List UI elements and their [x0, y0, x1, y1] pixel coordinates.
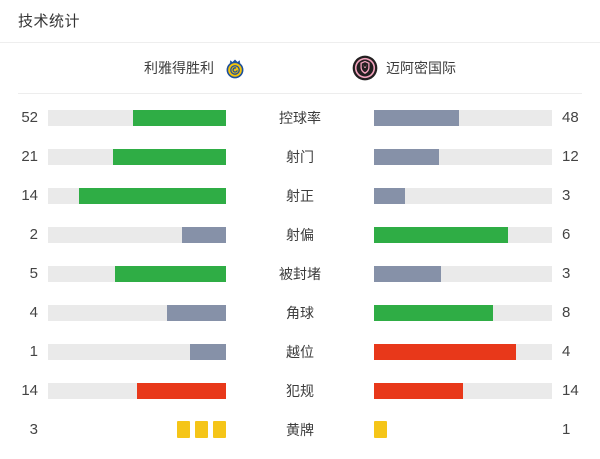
away-bar-fill	[374, 304, 493, 321]
home-bar	[48, 304, 226, 321]
home-bar-fill	[79, 187, 226, 204]
bar-track	[374, 187, 552, 204]
panel-header: 技术统计	[0, 0, 600, 42]
home-bar	[48, 343, 226, 360]
away-yellow-cards	[374, 421, 552, 439]
home-value: 52	[21, 109, 38, 126]
home-value: 14	[21, 187, 38, 204]
home-bar	[48, 148, 226, 165]
stat-row: 21 射门 12	[0, 137, 600, 176]
stat-row: 14 射正 3	[0, 176, 600, 215]
away-value: 3	[562, 265, 571, 282]
stat-label: 角球	[286, 304, 314, 321]
yellow-card-icon	[213, 421, 226, 438]
home-bar	[48, 382, 226, 399]
home-value: 2	[29, 226, 38, 243]
yellow-card-icon	[195, 421, 208, 438]
away-value: 3	[562, 187, 571, 204]
away-value: 1	[562, 421, 571, 438]
home-bar-fill	[181, 226, 226, 243]
stat-label: 控球率	[279, 109, 321, 126]
away-bar	[374, 343, 552, 360]
home-value: 5	[29, 265, 38, 282]
stat-label: 射门	[286, 148, 314, 165]
away-value: 14	[562, 382, 579, 399]
yellow-card-icon	[374, 421, 387, 438]
bar-track	[48, 343, 226, 360]
stat-label: 射正	[286, 187, 314, 204]
away-bar	[374, 304, 552, 321]
home-bar-fill	[137, 382, 226, 399]
away-value: 12	[562, 148, 579, 165]
home-yellow-cards	[48, 421, 226, 439]
stat-row: 2 射偏 6	[0, 215, 600, 254]
home-bar	[48, 226, 226, 243]
away-team: 迈阿密国际	[300, 43, 600, 93]
away-bar-fill	[374, 343, 517, 360]
stat-row: 52 控球率 48	[0, 98, 600, 137]
home-bar-fill	[112, 148, 226, 165]
away-bar	[374, 109, 552, 126]
yellow-card-icon	[177, 421, 190, 438]
home-bar-fill	[133, 109, 226, 126]
away-bar-fill	[374, 382, 463, 399]
team-divider	[18, 93, 582, 94]
stat-label: 越位	[286, 343, 314, 360]
away-team-name: 迈阿密国际	[386, 60, 456, 76]
away-bar	[374, 148, 552, 165]
home-bar-fill	[190, 343, 226, 360]
away-bar-fill	[374, 265, 441, 282]
stat-row: 14 犯规 14	[0, 371, 600, 410]
away-bar	[374, 382, 552, 399]
home-bar-fill	[114, 265, 226, 282]
stat-label: 被封堵	[279, 265, 321, 282]
header-divider	[0, 42, 600, 43]
stat-rows: 52 控球率 48 21 射门 12 14 射正 3 2 射偏 6 5 被封堵 3 4 角球 8 1 越位 4 14 犯规 1…	[0, 94, 600, 449]
inter-miami-crest-icon	[352, 55, 378, 81]
home-bar	[48, 265, 226, 282]
home-value: 14	[21, 382, 38, 399]
home-team-name: 利雅得胜利	[144, 60, 214, 76]
home-value: 3	[29, 421, 38, 438]
away-bar	[374, 265, 552, 282]
home-bar	[48, 109, 226, 126]
away-bar-fill	[374, 148, 439, 165]
stat-row: 1 越位 4	[0, 332, 600, 371]
stat-label: 黄牌	[286, 421, 314, 438]
stat-row: 5 被封堵 3	[0, 254, 600, 293]
home-value: 4	[29, 304, 38, 321]
home-bar	[48, 187, 226, 204]
stat-label: 射偏	[286, 226, 314, 243]
away-value: 6	[562, 226, 571, 243]
away-bar-fill	[374, 187, 406, 204]
stat-label: 犯规	[286, 382, 314, 399]
home-bar-fill	[166, 304, 226, 321]
away-bar	[374, 226, 552, 243]
away-value: 8	[562, 304, 571, 321]
home-team: 利雅得胜利	[0, 43, 300, 93]
home-value: 1	[29, 343, 38, 360]
stat-row: 3 黄牌 1	[0, 410, 600, 449]
team-header: 利雅得胜利 迈阿密国际	[0, 43, 600, 93]
away-bar	[374, 187, 552, 204]
away-bar-fill	[374, 109, 460, 126]
page-title: 技术统计	[18, 12, 81, 30]
home-value: 21	[21, 148, 38, 165]
away-value: 4	[562, 343, 571, 360]
away-bar-fill	[374, 226, 508, 243]
stat-row: 4 角球 8	[0, 293, 600, 332]
away-value: 48	[562, 109, 579, 126]
al-nassr-crest-icon	[226, 59, 244, 79]
